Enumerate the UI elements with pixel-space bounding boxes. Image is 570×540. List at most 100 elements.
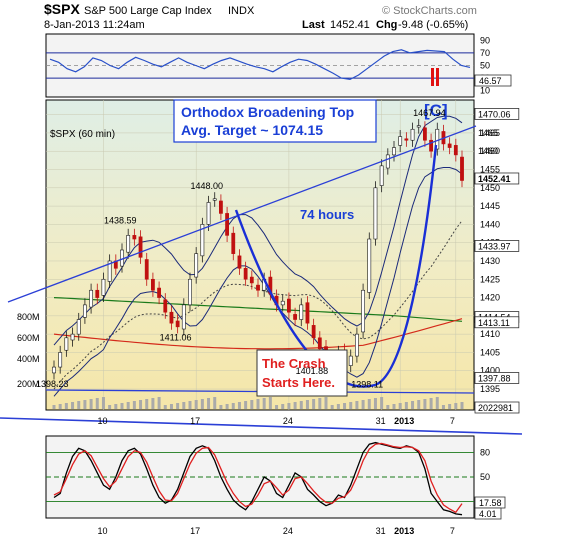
price-tick-1400: 1400 <box>480 366 500 376</box>
candle-body <box>379 165 384 186</box>
broadening-top-line1: Orthodox Broadening Top <box>181 104 354 120</box>
volume-bar <box>343 403 347 409</box>
volume-bar <box>132 401 136 409</box>
header-name: S&P 500 Large Cap Index <box>84 5 212 17</box>
volume-bar <box>293 402 297 409</box>
volume-bar <box>114 404 118 409</box>
candle-body <box>398 136 403 146</box>
rsi-tick-70: 70 <box>480 48 490 58</box>
volume-bar <box>101 397 105 409</box>
candle-body <box>200 224 205 257</box>
rsi-tick-10: 10 <box>480 86 490 96</box>
price-tag-box <box>474 108 520 120</box>
stoch-x-tick-24: 24 <box>283 526 293 536</box>
header-last-label: Last <box>302 19 325 31</box>
price-x-tick-17: 17 <box>190 416 200 426</box>
volume-bar <box>225 404 229 409</box>
candle-body <box>70 333 75 341</box>
stoch-slow-line <box>53 442 463 514</box>
price-tag-box <box>474 240 520 252</box>
stoch-tick-80: 80 <box>480 447 490 457</box>
crash-line2: Starts Here. <box>262 375 335 390</box>
volume-bar <box>367 399 371 409</box>
point-label-1411.06: 1411.06 <box>160 332 192 342</box>
volume-bar <box>89 399 93 409</box>
broadening-top-line2: Avg. Target ~ 1074.15 <box>181 122 323 138</box>
rsi-tick-labels: 9070503010 <box>480 35 490 95</box>
volume-bar <box>423 399 427 409</box>
volume-bar <box>380 397 384 409</box>
volume-bar <box>200 399 204 409</box>
stoch-x-tick-10: 10 <box>97 526 107 536</box>
volume-bar <box>188 401 192 409</box>
candle-body <box>373 187 378 240</box>
volume-bar <box>386 405 390 409</box>
volume-bar <box>244 401 248 409</box>
price-tick-1455: 1455 <box>480 165 500 175</box>
candle-body <box>188 278 192 306</box>
volume-bar <box>120 403 124 409</box>
ma-green-line <box>53 297 463 322</box>
volume-bar <box>139 400 143 409</box>
header-exchange: INDX <box>228 5 255 17</box>
rsi-guides <box>46 52 474 79</box>
volume-bar <box>64 403 68 409</box>
volume-bar <box>299 401 303 409</box>
crash-box <box>256 349 348 397</box>
volume-bars <box>52 397 464 409</box>
candle-body <box>132 235 137 240</box>
volume-bar <box>417 400 421 409</box>
volume-bar <box>268 397 272 409</box>
volume-bar <box>52 405 56 409</box>
candle-body <box>157 287 161 298</box>
stoch-tag-b-value: 4.01 <box>479 509 497 519</box>
candle-body <box>206 202 211 225</box>
volume-bar <box>392 404 396 409</box>
stoch-x-tick-17: 17 <box>190 526 200 536</box>
stoch-fast-line <box>53 441 463 516</box>
volume-bar <box>219 405 223 409</box>
price-candles <box>52 119 464 380</box>
volume-bar <box>71 402 75 409</box>
price-tick-1425: 1425 <box>480 274 500 284</box>
wave-c-label: [C] <box>424 101 448 120</box>
price-tick-1405: 1405 <box>480 347 500 357</box>
header-date: 8-Jan-2013 11:24am <box>44 19 145 31</box>
price-tick-1460: 1460 <box>480 146 500 156</box>
volume-bar <box>429 398 433 409</box>
candle-body <box>169 311 174 324</box>
candle-body <box>367 238 372 293</box>
candle-body <box>107 260 112 282</box>
rsi-red-bar-right <box>436 68 439 86</box>
stoch-x-tick-31: 31 <box>376 526 386 536</box>
volume-bar <box>126 402 130 409</box>
volume-bar <box>157 397 161 409</box>
price-x-tick-10: 10 <box>97 416 107 426</box>
rsi-tick-50: 50 <box>480 61 490 71</box>
price-tag-1470.06: 1470.06 <box>478 109 511 119</box>
candle-body <box>361 289 365 333</box>
candle-body <box>429 139 433 152</box>
candle-body <box>95 289 100 298</box>
rsi-red-bar-left <box>431 68 434 86</box>
ma-red-line <box>53 318 463 350</box>
candle-body <box>435 128 440 150</box>
volume-bar <box>305 400 309 409</box>
price-tick-1440: 1440 <box>480 219 500 229</box>
volume-bar <box>287 403 291 409</box>
header-chg-value: -9.48 (-0.65%) <box>398 19 468 31</box>
volume-bar <box>207 398 211 409</box>
volume-bar <box>151 398 155 409</box>
price-x-tick-31: 31 <box>376 416 386 426</box>
stoch-guides <box>46 451 474 503</box>
volume-bar <box>398 403 402 409</box>
price-tag-1397.88: 1397.88 <box>478 373 511 383</box>
candle-body <box>219 200 223 214</box>
volume-bar <box>213 397 217 409</box>
candle-body <box>237 255 242 269</box>
rsi-warning-marks <box>431 68 439 86</box>
lower-band-line <box>53 167 463 397</box>
volume-bar <box>460 402 464 409</box>
volume-bar <box>454 403 458 409</box>
